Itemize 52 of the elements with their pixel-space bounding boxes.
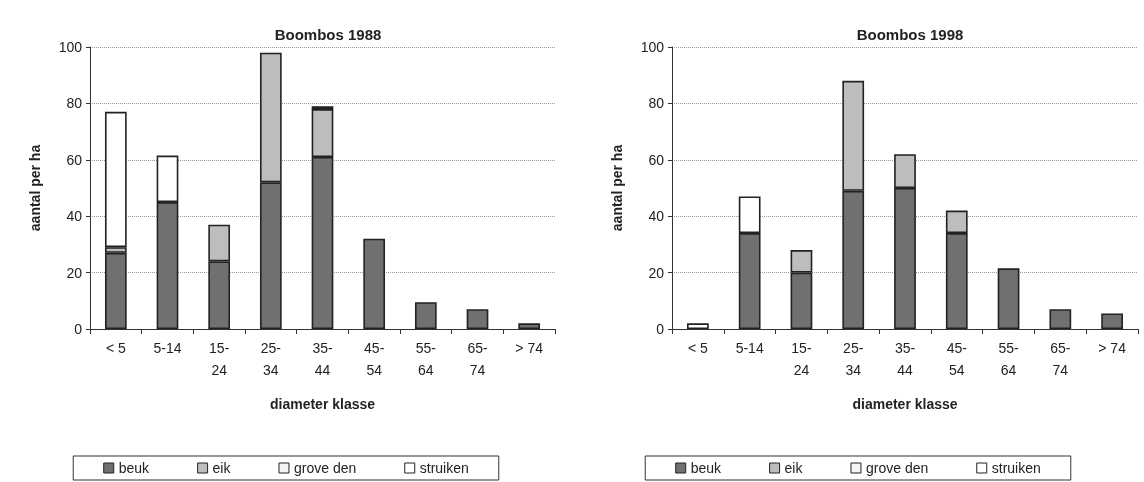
legend-label: beuk <box>118 460 151 476</box>
bar <box>997 268 1020 329</box>
x-tick-label: 25- 34 <box>260 340 282 378</box>
x-axis-title: diameter klasse <box>852 396 958 412</box>
x-tick-label: 15- 24 <box>791 340 812 378</box>
bar <box>1101 313 1123 329</box>
y-tick-label: 100 <box>58 39 83 55</box>
y-tick-label: 60 <box>66 151 83 168</box>
y-tick-label: 100 <box>640 39 665 55</box>
legend-label: eik <box>784 460 804 476</box>
y-tick-label: 40 <box>648 208 665 225</box>
legend-label: grove den <box>293 460 357 476</box>
bar <box>466 309 489 329</box>
x-tick-label: 65- 74 <box>1050 340 1071 378</box>
x-tick-label: > 74 <box>1098 340 1127 356</box>
y-tick-label: 0 <box>656 321 665 337</box>
bar <box>363 238 386 329</box>
x-tick-label: > 74 <box>515 340 544 356</box>
chart-title: Boombos 1998 <box>856 26 964 43</box>
y-tick-label: 40 <box>66 208 83 225</box>
y-tick-label: 20 <box>66 264 83 281</box>
x-tick-label: 35- 44 <box>312 340 333 378</box>
x-tick-label: 55- 64 <box>415 340 437 378</box>
bar <box>687 323 709 329</box>
y-tick-label: 0 <box>74 321 83 337</box>
y-tick-label: 60 <box>648 151 665 168</box>
y-tick-label: 20 <box>648 264 665 281</box>
legend-label: beuk <box>690 460 723 476</box>
x-tick-label: 35- 44 <box>894 340 916 378</box>
legend-label: struiken <box>991 460 1041 476</box>
bar <box>518 323 541 329</box>
y-tick-label: 80 <box>66 95 83 112</box>
legend-label: struiken <box>419 460 469 476</box>
x-tick-label: 65- 74 <box>467 340 488 378</box>
y-axis-title: aantal per ha <box>27 144 43 232</box>
legend-label: grove den <box>865 460 929 476</box>
chart-title: Boombos 1988 <box>274 26 382 43</box>
x-tick-label: 5-14 <box>153 340 182 356</box>
y-tick-label: 80 <box>648 95 665 112</box>
legend-label: eik <box>212 460 232 476</box>
x-tick-label: 55- 64 <box>998 340 1020 378</box>
x-tick-label: 15- 24 <box>209 340 230 378</box>
x-tick-label: 45- 54 <box>946 340 968 378</box>
x-tick-label: 25- 34 <box>843 340 864 378</box>
bar <box>414 302 437 329</box>
x-tick-label: < 5 <box>105 340 126 356</box>
x-tick-label: 45- 54 <box>364 340 385 378</box>
y-axis-title: aantal per ha <box>609 144 625 232</box>
x-tick-label: < 5 <box>687 340 709 356</box>
x-tick-label: 5-14 <box>735 340 764 356</box>
x-axis-title: diameter klasse <box>269 396 376 412</box>
bar <box>1049 309 1072 329</box>
